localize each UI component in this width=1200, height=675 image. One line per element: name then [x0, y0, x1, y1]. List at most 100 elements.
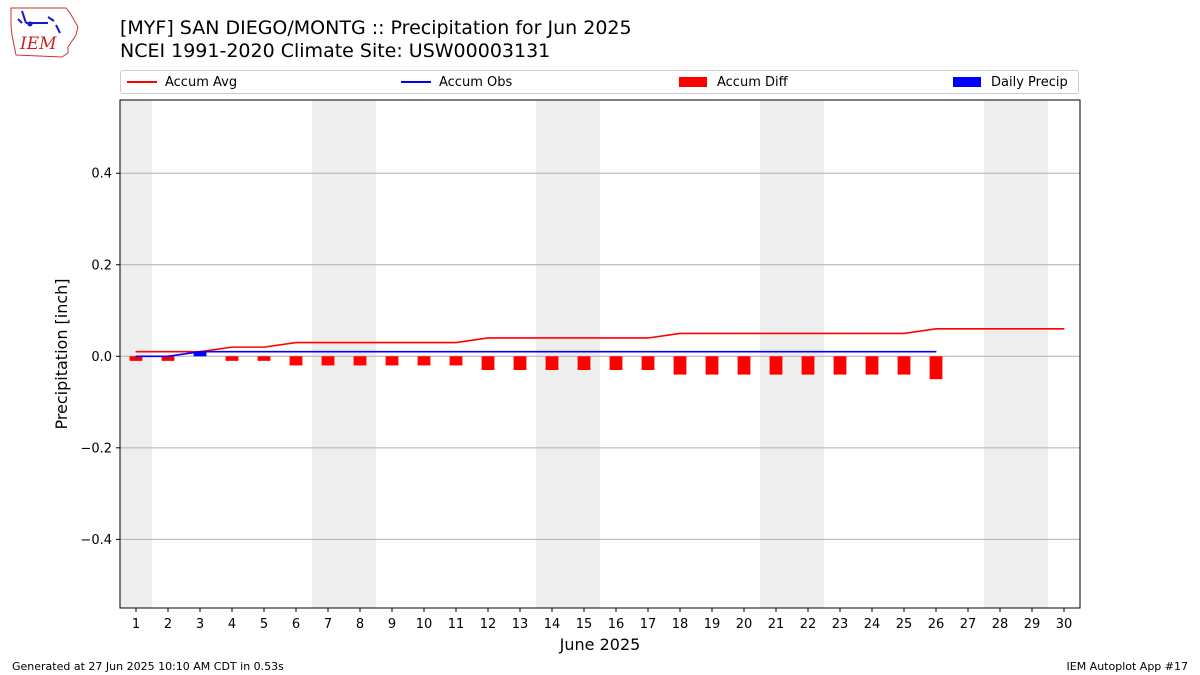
plot-frame — [119, 99, 1081, 609]
accum-obs-line — [136, 350, 936, 358]
weekend-shade-3 — [760, 100, 824, 608]
x-tick-label-4: 5 — [260, 617, 268, 632]
x-tick-label-11: 12 — [480, 617, 497, 632]
x-tick-label-24: 25 — [896, 617, 913, 632]
accum-avg-point-30 — [1063, 328, 1065, 330]
accum-diff-bar-7 — [321, 356, 335, 366]
accum-avg-line — [136, 328, 1064, 353]
y-tick-label-2: 0.0 — [91, 350, 112, 365]
accum-avg-point-18 — [679, 332, 681, 335]
x-tick-label-5: 6 — [292, 617, 300, 632]
accum-avg-point-24 — [871, 332, 873, 335]
weekend-shade-0 — [120, 100, 152, 608]
accum-avg-point-10 — [423, 341, 425, 344]
x-tick-label-21: 22 — [800, 617, 817, 632]
accum-diff-bar-6 — [289, 356, 303, 366]
x-tick-label-13: 14 — [544, 617, 561, 632]
accum-diff-bar-16 — [609, 356, 623, 371]
y-tick-label-1: −0.2 — [80, 441, 112, 456]
logo-text: IEM — [19, 34, 57, 54]
x-tick-label-29: 30 — [1056, 617, 1073, 632]
legend-swatch-daily-precip — [953, 77, 981, 87]
y-tick-label-4: 0.4 — [91, 167, 112, 182]
y-axis-label: Precipitation [inch] — [52, 278, 71, 429]
x-tick-label-28: 29 — [1024, 617, 1041, 632]
accum-diff-bar-25 — [897, 356, 911, 375]
weekend-shade-4 — [984, 100, 1048, 608]
accum-diff-bar-17 — [641, 356, 655, 371]
chart-title-line1: [MYF] SAN DIEGO/MONTG :: Precipitation f… — [120, 17, 632, 39]
accum-obs-point-23 — [839, 351, 841, 353]
chart-legend: Accum Avg Accum Obs Accum Diff Daily Pre… — [120, 70, 1079, 94]
accum-obs-point-19 — [711, 351, 713, 353]
accum-avg-point-19 — [711, 332, 713, 335]
accum-obs-point-9 — [391, 351, 393, 353]
x-tick-label-22: 23 — [832, 617, 849, 632]
accum-avg-point-7 — [327, 341, 329, 344]
legend-swatch-accum-obs — [401, 81, 431, 83]
bars-group — [129, 351, 943, 380]
x-tick-label-12: 13 — [512, 617, 529, 632]
accum-avg-point-9 — [391, 341, 393, 344]
grid-group — [120, 172, 1080, 540]
x-tick-label-27: 28 — [992, 617, 1009, 632]
accum-avg-point-21 — [775, 332, 777, 335]
accum-obs-point-16 — [615, 351, 617, 353]
x-tick-label-25: 26 — [928, 617, 945, 632]
x-axis-ticks: 1 2 3 4 5 6 7 8 9 10 11 12 13 14 15 16 17 18 19 20 21 22 23 24 2… — [132, 608, 1072, 632]
accum-diff-bar-22 — [801, 356, 815, 375]
accum-avg-point-23 — [839, 332, 841, 335]
accum-avg-point-8 — [359, 341, 361, 344]
accum-diff-bar-5 — [257, 356, 271, 361]
accum-obs-point-25 — [903, 351, 905, 353]
accum-diff-bar-18 — [673, 356, 687, 375]
accum-obs-point-26 — [935, 351, 937, 353]
x-tick-label-17: 18 — [672, 617, 689, 632]
weekend-shading-group — [120, 100, 1048, 608]
x-axis-label: June 2025 — [559, 635, 641, 654]
accum-obs-point-6 — [295, 351, 297, 353]
x-tick-label-2: 3 — [196, 617, 204, 632]
accum-avg-point-20 — [743, 332, 745, 335]
x-tick-label-20: 21 — [768, 617, 785, 632]
iowa-outline-shape — [10, 7, 79, 58]
legend-item-accum-avg: Accum Avg — [127, 71, 237, 93]
x-tick-label-8: 9 — [388, 617, 396, 632]
accum-diff-bar-4 — [225, 356, 239, 361]
accum-obs-point-18 — [679, 351, 681, 353]
x-tick-label-6: 7 — [324, 617, 332, 632]
accum-avg-point-22 — [807, 332, 809, 335]
legend-item-daily-precip: Daily Precip — [953, 71, 1068, 93]
accum-diff-bar-23 — [833, 356, 847, 375]
accum-obs-point-17 — [647, 351, 649, 353]
accum-obs-point-5 — [263, 351, 265, 353]
accum-diff-bar-14 — [545, 356, 559, 371]
footer-app-text: IEM Autoplot App #17 — [1066, 660, 1189, 673]
accum-obs-point-8 — [359, 351, 361, 353]
accum-avg-point-27 — [967, 328, 969, 330]
accum-obs-point-11 — [455, 351, 457, 353]
accum-obs-point-24 — [871, 351, 873, 353]
accum-diff-bar-24 — [865, 356, 879, 375]
accum-avg-point-25 — [903, 332, 905, 335]
legend-item-accum-diff: Accum Diff — [679, 71, 788, 93]
accum-avg-point-12 — [487, 337, 489, 339]
accum-obs-point-13 — [519, 351, 521, 353]
x-tick-label-19: 20 — [736, 617, 753, 632]
accum-avg-point-6 — [295, 341, 297, 344]
accum-avg-point-29 — [1031, 328, 1033, 330]
accum-avg-point-11 — [455, 341, 457, 344]
x-tick-label-18: 19 — [704, 617, 721, 632]
legend-label-daily-precip: Daily Precip — [991, 74, 1068, 90]
accum-obs-point-1 — [135, 355, 137, 357]
accum-diff-bar-21 — [769, 356, 783, 375]
y-tick-label-3: 0.2 — [91, 258, 112, 273]
iem-logo: IEM — [10, 7, 79, 58]
accum-obs-point-10 — [423, 351, 425, 353]
x-tick-label-14: 15 — [576, 617, 593, 632]
accum-avg-point-28 — [999, 328, 1001, 330]
x-tick-label-3: 4 — [228, 617, 236, 632]
x-tick-label-15: 16 — [608, 617, 625, 632]
weekend-shade-2 — [536, 100, 600, 608]
